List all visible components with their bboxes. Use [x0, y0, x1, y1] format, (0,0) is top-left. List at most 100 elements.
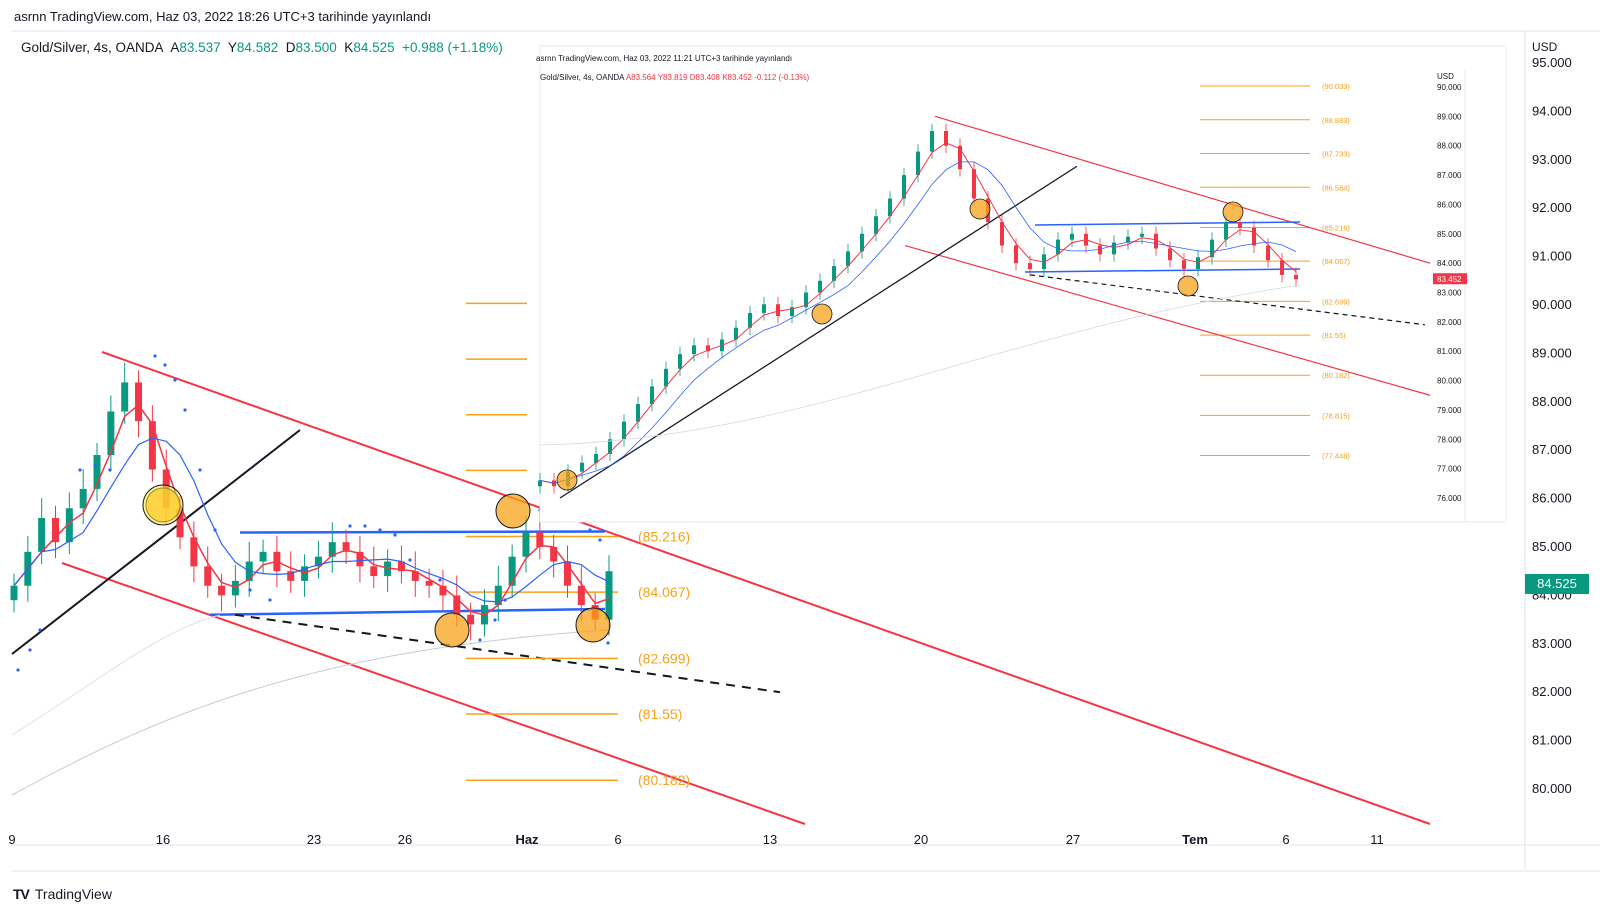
inset-candle-body — [762, 304, 766, 314]
time-tick-label: 13 — [763, 832, 777, 847]
time-tick-label: 26 — [398, 832, 412, 847]
fib-level-label: (84.067) — [638, 584, 690, 600]
inset-candle-body — [790, 307, 794, 316]
sar-dot — [598, 538, 602, 542]
sar-dot — [28, 648, 32, 652]
inset-candle-body — [860, 233, 864, 252]
inset-candle-body — [930, 131, 934, 152]
ma-long-line-2 — [11, 614, 221, 736]
inset-candle-body — [608, 439, 612, 454]
time-tick-label: 6 — [614, 832, 621, 847]
inset-price-tick-label: 87.000 — [1437, 171, 1462, 180]
inset-channel-lower-line — [904, 244, 1431, 396]
inset-candle-body — [804, 292, 808, 308]
candle-body — [425, 580, 433, 586]
price-axis: 95.000 94.000 93.000 92.000 91.000 90.000 89.0… — [1532, 55, 1572, 796]
inset-candle-body — [846, 251, 850, 267]
price-tick-label: 83.000 — [1532, 636, 1572, 651]
inset-candle-body — [1028, 263, 1032, 270]
inset-candle-body — [776, 304, 780, 316]
inset-highlight-circle — [1222, 201, 1244, 223]
price-tick-label: 85.000 — [1532, 539, 1572, 554]
sar-dot — [606, 641, 610, 645]
fib-level-label: (82.699) — [638, 650, 690, 666]
inset-candle-body — [678, 354, 682, 369]
candle-body — [301, 566, 309, 581]
inset-dashed-support-line — [1029, 274, 1426, 326]
time-tick-label: 16 — [156, 832, 170, 847]
sar-dot — [78, 468, 82, 472]
inset-fib-level-label: (80.182) — [1322, 371, 1350, 380]
candle-body — [65, 508, 73, 543]
inset-candle-body — [748, 313, 752, 328]
inset-price-tick-label: 86.000 — [1437, 200, 1462, 209]
candle-body — [314, 556, 322, 567]
inset-close-value: K83.452 — [722, 73, 754, 82]
last-price-tag: 84.525 — [1525, 574, 1589, 594]
inset-open-value: A83.564 — [626, 73, 658, 82]
inset-highlight-circle — [969, 198, 991, 220]
inset-candle-body — [594, 453, 598, 463]
inset-candle-body — [902, 175, 906, 199]
currency-unit: USD — [1532, 40, 1558, 54]
inset-candle-body — [1154, 233, 1158, 249]
sar-dot — [493, 618, 497, 622]
inset-last-price-label: 83.452 — [1437, 275, 1462, 284]
sar-dot — [173, 378, 177, 382]
sar-dot — [408, 558, 412, 562]
inset-fib-level-label: (82.699) — [1322, 297, 1350, 306]
inset-symbol-name: Gold/Silver, 4s, OANDA — [540, 73, 626, 82]
inset-price-tick-label: 77.000 — [1437, 465, 1462, 474]
inset-price-axis: USD 90.000 89.000 88.000 87.000 86.000 85.000 8… — [1433, 72, 1467, 503]
inset-price-tick-label: 80.000 — [1437, 377, 1462, 386]
inset-price-tick-label: 83.000 — [1437, 289, 1462, 298]
candle-body — [605, 571, 613, 620]
inset-ma-slow-line — [539, 161, 1297, 484]
low-value: 83.500 — [295, 40, 337, 55]
tradingview-brand[interactable]: TV TradingView — [13, 886, 112, 902]
sar-dot — [438, 578, 442, 582]
sar-dot — [163, 363, 167, 367]
inset-candle-body — [818, 280, 822, 293]
price-tick-label: 89.000 — [1532, 345, 1572, 360]
sar-dot — [393, 533, 397, 537]
inset-background — [539, 45, 1507, 523]
inset-fib-level-label: (77.448) — [1322, 451, 1350, 460]
inset-candle-body — [636, 404, 640, 422]
candle-body — [508, 556, 516, 586]
inset-candle-body — [1210, 239, 1214, 258]
close-label: K — [344, 40, 354, 55]
candle-body — [356, 551, 364, 567]
sar-dot — [268, 598, 272, 602]
candle-body — [328, 542, 336, 557]
candle-body — [577, 585, 585, 606]
time-tick-label: 23 — [307, 832, 321, 847]
candle-body — [536, 532, 544, 547]
inset-candle-body — [1280, 260, 1284, 275]
inset-candle-body — [958, 145, 962, 170]
inset-highlight-circle — [811, 303, 833, 325]
sar-dot — [503, 598, 507, 602]
inset-price-tick-label: 84.000 — [1437, 259, 1462, 268]
price-tick-label: 82.000 — [1532, 684, 1572, 699]
sar-dot — [153, 354, 157, 358]
candle-body — [467, 614, 475, 625]
candle-body — [411, 571, 419, 581]
candle-body — [453, 595, 461, 615]
low-label: D — [285, 40, 296, 55]
candle-body — [135, 382, 143, 422]
candle-body — [342, 542, 350, 552]
candle-body — [370, 566, 378, 577]
inset-fib-level-label: (85.216) — [1322, 223, 1350, 232]
time-tick-label: 11 — [1370, 832, 1384, 847]
open-label: A — [170, 40, 180, 55]
high-value: 84.582 — [236, 40, 279, 55]
inset-candle-body — [650, 386, 654, 405]
inset-high-value: Y83.819 — [658, 73, 690, 82]
price-tick-label: 80.000 — [1532, 781, 1572, 796]
highlight-circle — [142, 484, 184, 526]
inset-price-tick-label: 85.000 — [1437, 230, 1462, 239]
price-tick-label: 86.000 — [1532, 491, 1572, 506]
